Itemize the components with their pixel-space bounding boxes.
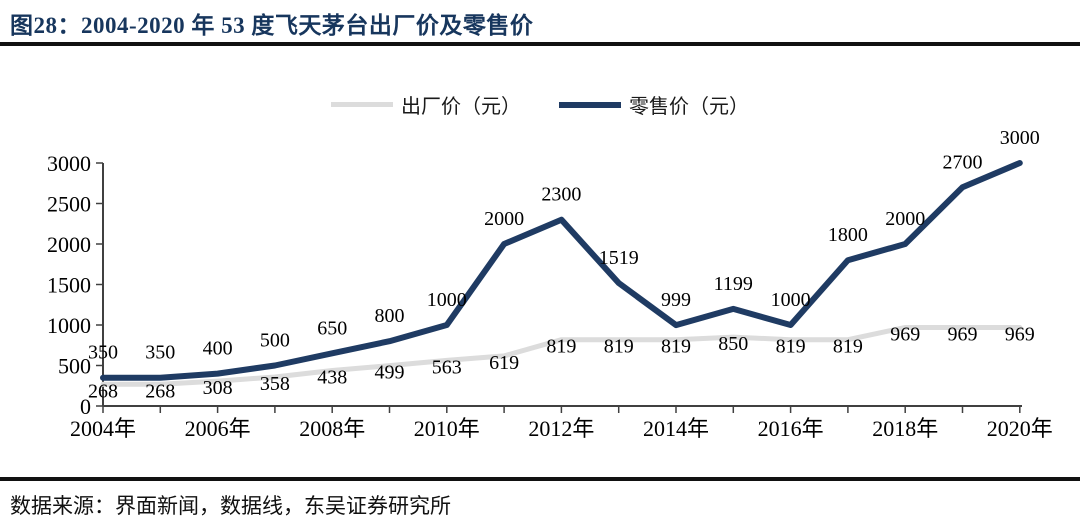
x-axis-tick-label: 2020年: [987, 416, 1053, 441]
data-label: 500: [260, 330, 290, 352]
data-label: 800: [375, 305, 405, 327]
data-label: 1519: [599, 247, 639, 269]
data-label: 1199: [714, 273, 753, 295]
x-axis-tick-label: 2006年: [185, 416, 251, 441]
y-axis-tick-label: 3000: [47, 151, 91, 176]
x-axis-tick-label: 2018年: [872, 416, 938, 441]
title-divider: [0, 42, 1080, 46]
figure-title: 图28：2004-2020 年 53 度飞天茅台出厂价及零售价: [10, 13, 534, 38]
data-label: 969: [890, 324, 920, 346]
series-line-factory-price: [100, 325, 1023, 387]
legend-label-factory-price: 出厂价（元）: [401, 96, 521, 118]
y-axis-tick-label: 500: [58, 354, 91, 379]
x-axis-tick-label: 2016年: [758, 416, 824, 441]
line-chart: 0 500 1000 1500 2000 2500 3000 2004年 2006年 2008年 2…: [47, 127, 1053, 441]
data-label: 819: [661, 336, 691, 358]
data-label: 268: [145, 380, 175, 402]
data-label: 850: [718, 333, 748, 355]
data-label: 650: [317, 317, 347, 339]
legend-label-retail-price: 零售价（元）: [629, 96, 749, 118]
data-label: 3000: [1000, 127, 1040, 149]
data-label: 2000: [484, 208, 524, 230]
y-axis-tick-label: 1500: [47, 273, 91, 298]
data-label: 308: [203, 377, 233, 399]
data-label: 819: [833, 336, 863, 358]
axes: 0 500 1000 1500 2000 2500 3000 2004年 2006年 2008年 2…: [47, 151, 1053, 441]
data-label: 358: [260, 373, 290, 395]
data-label: 999: [661, 289, 691, 311]
data-label: 819: [546, 336, 576, 358]
data-label: 350: [88, 342, 118, 364]
x-axis-tick-label: 2012年: [528, 416, 594, 441]
data-label: 619: [489, 352, 519, 374]
series-line-retail-price: [100, 160, 1023, 381]
y-axis-tick-label: 1000: [47, 313, 91, 338]
y-axis-tick-label: 2000: [47, 232, 91, 257]
y-axis-tick-label: 0: [80, 394, 91, 419]
data-label: 1800: [828, 224, 868, 246]
factory-price-line-swatch: [331, 102, 393, 107]
legend-item-factory-price: 出厂价（元）: [331, 90, 521, 119]
legend-item-retail-price: 零售价（元）: [559, 90, 749, 119]
y-axis-tick-label: 2500: [47, 192, 91, 217]
data-label: 2000: [885, 208, 925, 230]
x-axis-tick-label: 2010年: [414, 416, 480, 441]
data-label: 1000: [427, 289, 467, 311]
data-labels-retail-price: 350 350 400 500 650 800 1000 2000 2300 1519 999 119…: [88, 127, 1040, 364]
x-axis-tick-label: 2004年: [70, 416, 136, 441]
data-label: 2300: [541, 184, 581, 206]
data-source: 数据来源：界面新闻，数据线，东吴证券研究所: [10, 494, 451, 518]
data-label: 819: [604, 336, 634, 358]
chart-legend: 出厂价（元） 零售价（元）: [0, 90, 1080, 119]
data-label: 819: [776, 336, 806, 358]
data-label: 268: [88, 380, 118, 402]
data-label: 969: [1005, 324, 1035, 346]
x-axis-tick-label: 2008年: [299, 416, 365, 441]
data-label: 563: [432, 356, 462, 378]
footer-divider: [0, 477, 1080, 481]
data-label: 969: [948, 324, 978, 346]
data-label: 2700: [943, 151, 983, 173]
data-label: 499: [375, 362, 405, 384]
retail-price-line-swatch: [559, 101, 621, 108]
data-label: 438: [317, 367, 347, 389]
data-label: 400: [203, 338, 233, 360]
data-label: 1000: [771, 289, 811, 311]
data-labels-factory-price: 268 268 308 358 438 499 563 619 819 819 819 850 819 8…: [88, 324, 1035, 403]
x-axis-tick-label: 2014年: [643, 416, 709, 441]
data-label: 350: [145, 342, 175, 364]
